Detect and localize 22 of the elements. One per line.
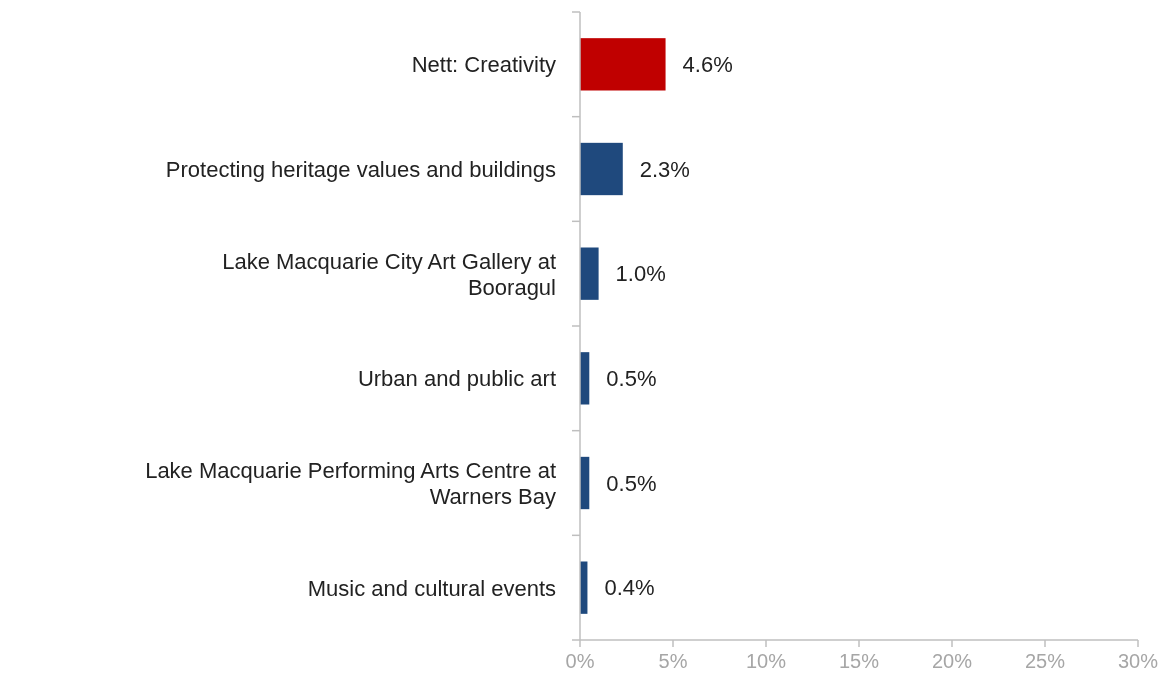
x-tick-label: 15% bbox=[838, 650, 880, 672]
data-label: 0.5% bbox=[606, 470, 657, 496]
data-label: 0.4% bbox=[604, 575, 655, 601]
x-tick-label: 5% bbox=[658, 650, 688, 672]
bar bbox=[580, 38, 666, 91]
data-label: 4.6% bbox=[682, 51, 733, 77]
y-tick-label: Lake Macquarie Performing Arts Centre at Warners Bay bbox=[145, 457, 556, 509]
y-tick-label: Protecting heritage values and buildings bbox=[165, 156, 556, 182]
x-tick-label: 0% bbox=[565, 650, 595, 672]
y-tick-label: Lake Macquarie City Art Gallery at Booragul bbox=[222, 248, 556, 300]
data-label: 2.3% bbox=[639, 156, 690, 182]
x-tick-label: 10% bbox=[745, 650, 787, 672]
x-tick-label: 20% bbox=[931, 650, 973, 672]
bar bbox=[580, 247, 599, 300]
y-tick-label: Music and cultural events bbox=[307, 575, 556, 601]
x-tick-label: 30% bbox=[1117, 650, 1159, 672]
data-label: 0.5% bbox=[606, 365, 657, 391]
y-tick-label: Urban and public art bbox=[357, 365, 556, 391]
x-tick-label: 25% bbox=[1024, 650, 1066, 672]
y-tick-label: Nett: Creativity bbox=[411, 51, 556, 77]
data-label: 1.0% bbox=[615, 261, 666, 287]
bar bbox=[580, 142, 623, 196]
